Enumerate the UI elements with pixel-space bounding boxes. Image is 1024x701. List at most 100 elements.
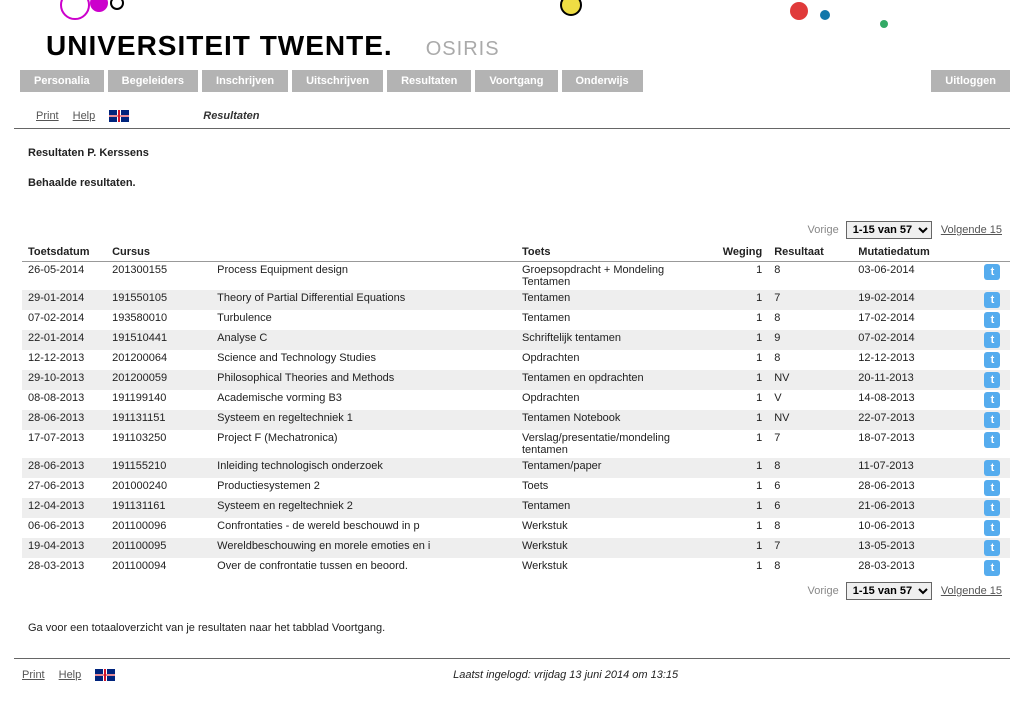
twitter-icon[interactable]: t [984,432,1000,448]
nav-resultaten[interactable]: Resultaten [387,70,471,92]
table-cell: 1 [705,498,768,518]
table-cell: 1 [705,330,768,350]
toolbar: Print Help Resultaten [14,100,1010,129]
table-cell: 7 [768,538,852,558]
twitter-icon[interactable]: t [984,392,1000,408]
table-cell: 11-07-2013 [852,458,978,478]
twitter-icon[interactable]: t [984,372,1000,388]
language-flag-icon[interactable] [109,110,129,122]
table-cell: 191510441 [106,330,211,350]
table-cell: NV [768,370,852,390]
col-header: Weging [705,243,768,262]
twitter-icon[interactable]: t [984,332,1000,348]
table-cell: 13-05-2013 [852,538,978,558]
table-cell: 08-08-2013 [22,390,106,410]
table-cell: Academische vorming B3 [211,390,516,410]
help-link[interactable]: Help [73,110,96,122]
table-cell: 191131151 [106,410,211,430]
twitter-icon[interactable]: t [984,352,1000,368]
table-cell: Process Equipment design [211,262,516,291]
last-login-info: Laatst ingelogd: vrijdag 13 juni 2014 om… [129,669,1002,681]
table-cell: 1 [705,430,768,458]
footer-language-flag-icon[interactable] [95,669,115,681]
table-cell: Schriftelijk tentamen [516,330,705,350]
twitter-icon[interactable]: t [984,520,1000,536]
table-cell: 191131161 [106,498,211,518]
pager-next[interactable]: Volgende 15 [941,224,1002,236]
brand-title: UNIVERSITEIT TWENTE. [46,30,393,62]
table-cell: 8 [768,458,852,478]
table-cell: 201100096 [106,518,211,538]
footer: Print Help Laatst ingelogd: vrijdag 13 j… [14,658,1010,701]
share-cell: t [978,478,1010,498]
pager-next[interactable]: Volgende 15 [941,585,1002,597]
twitter-icon[interactable]: t [984,264,1000,280]
table-cell: 8 [768,558,852,578]
twitter-icon[interactable]: t [984,312,1000,328]
twitter-icon[interactable]: t [984,500,1000,516]
table-cell: Analyse C [211,330,516,350]
table-cell: 1 [705,350,768,370]
table-cell: Groepsopdracht + Mondeling Tentamen [516,262,705,291]
table-cell: 26-05-2014 [22,262,106,291]
table-cell: 1 [705,290,768,310]
table-row: 28-06-2013191155210Inleiding technologis… [22,458,1010,478]
nav-inschrijven[interactable]: Inschrijven [202,70,288,92]
achieved-label: Behaalde resultaten. [28,177,1002,189]
table-cell: 29-01-2014 [22,290,106,310]
table-cell: 19-02-2014 [852,290,978,310]
table-cell: Opdrachten [516,390,705,410]
table-row: 22-01-2014191510441Analyse CSchriftelijk… [22,330,1010,350]
footer-print-link[interactable]: Print [22,669,45,681]
table-cell: 193580010 [106,310,211,330]
table-cell: Productiesystemen 2 [211,478,516,498]
nav-uitschrijven[interactable]: Uitschrijven [292,70,383,92]
share-cell: t [978,290,1010,310]
table-cell: 28-03-2013 [852,558,978,578]
header: UNIVERSITEIT TWENTE. OSIRIS [0,0,1024,62]
share-cell: t [978,538,1010,558]
table-cell: Inleiding technologisch onderzoek [211,458,516,478]
nav-begeleiders[interactable]: Begeleiders [108,70,198,92]
share-cell: t [978,330,1010,350]
footer-help-link[interactable]: Help [59,669,82,681]
main-nav: PersonaliaBegeleidersInschrijvenUitschri… [20,70,1024,92]
nav-personalia[interactable]: Personalia [20,70,104,92]
share-cell: t [978,310,1010,330]
share-cell: t [978,430,1010,458]
table-cell: Toets [516,478,705,498]
table-row: 29-10-2013201200059Philosophical Theorie… [22,370,1010,390]
table-cell: 22-01-2014 [22,330,106,350]
twitter-icon[interactable]: t [984,540,1000,556]
table-cell: 201100094 [106,558,211,578]
print-link[interactable]: Print [36,110,59,122]
twitter-icon[interactable]: t [984,480,1000,496]
twitter-icon[interactable]: t [984,412,1000,428]
col-header [978,243,1010,262]
nav-logout[interactable]: Uitloggen [931,70,1010,92]
table-row: 12-12-2013201200064Science and Technolog… [22,350,1010,370]
table-cell: 191155210 [106,458,211,478]
pager-range-select[interactable]: 1-15 van 57 [846,221,932,239]
twitter-icon[interactable]: t [984,292,1000,308]
share-cell: t [978,410,1010,430]
brand-subtitle: OSIRIS [426,38,500,60]
table-cell: 28-06-2013 [852,478,978,498]
content-area: Resultaten P. Kerssens Behaalde resultat… [0,129,1024,217]
table-cell: 07-02-2014 [852,330,978,350]
twitter-icon[interactable]: t [984,560,1000,576]
twitter-icon[interactable]: t [984,460,1000,476]
table-row: 28-03-2013201100094Over de confrontatie … [22,558,1010,578]
table-cell: 8 [768,350,852,370]
table-cell: V [768,390,852,410]
col-header: Toets [516,243,705,262]
table-cell: 17-07-2013 [22,430,106,458]
nav-voortgang[interactable]: Voortgang [475,70,557,92]
table-cell: 191199140 [106,390,211,410]
table-cell: 1 [705,458,768,478]
pager-range-select[interactable]: 1-15 van 57 [846,582,932,600]
table-cell: 03-06-2014 [852,262,978,291]
pager-top: Vorige 1-15 van 57 Volgende 15 [0,217,1024,243]
table-row: 08-08-2013191199140Academische vorming B… [22,390,1010,410]
nav-onderwijs[interactable]: Onderwijs [562,70,643,92]
